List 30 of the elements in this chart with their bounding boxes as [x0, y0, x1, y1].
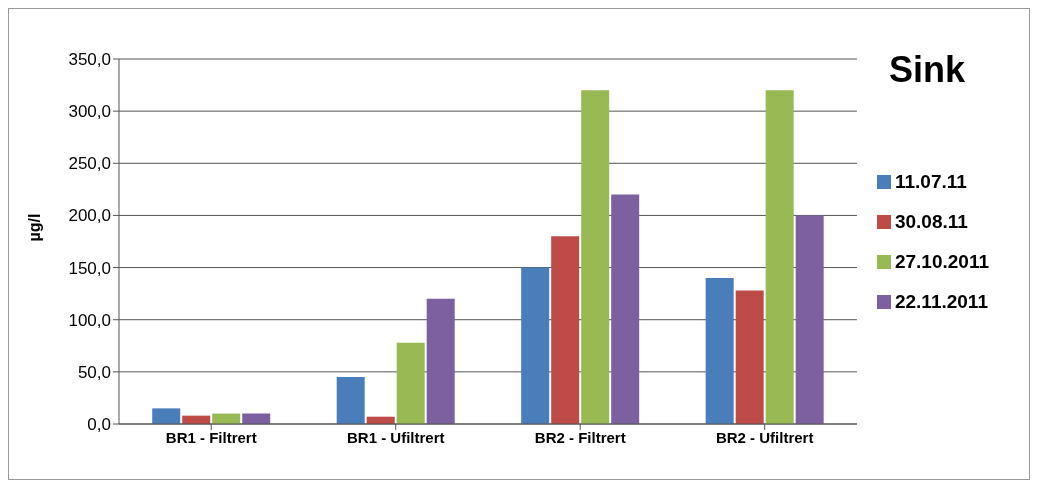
bar [551, 236, 580, 424]
y-tick-label: 50,0 [77, 362, 111, 382]
legend-label: 22.11.2011 [894, 290, 988, 312]
legend-label: 11.07.11 [894, 170, 967, 192]
x-tick-label: BR2 - Ufiltrert [715, 428, 814, 446]
bar [396, 342, 425, 424]
y-tick-label: 200,0 [68, 206, 111, 226]
bar [611, 194, 640, 424]
x-tick-label: BR1 - Filtrert [165, 428, 257, 446]
chart-title: Sink [889, 49, 966, 91]
x-tick-label: BR2 - Filtrert [534, 428, 626, 446]
y-tick-label: 150,0 [68, 258, 111, 278]
y-axis-title: µg/l [25, 213, 43, 242]
y-tick-label: 300,0 [68, 102, 111, 122]
y-tick-label: 100,0 [68, 310, 111, 330]
bar [426, 298, 455, 424]
y-tick-label: 250,0 [68, 154, 111, 174]
bar [735, 290, 764, 424]
bar [705, 278, 734, 424]
legend-label: 30.08.11 [894, 210, 968, 232]
legend-label: 27.10.2011 [894, 250, 989, 272]
bar [152, 408, 181, 424]
bar [581, 90, 610, 424]
bar [336, 377, 365, 424]
y-tick-label: 350,0 [68, 50, 111, 70]
bar [765, 90, 794, 424]
bar [521, 267, 550, 424]
x-tick-label: BR1 - Ufiltrert [346, 428, 445, 446]
y-tick-label: 0,0 [87, 415, 111, 435]
bar [795, 215, 824, 424]
